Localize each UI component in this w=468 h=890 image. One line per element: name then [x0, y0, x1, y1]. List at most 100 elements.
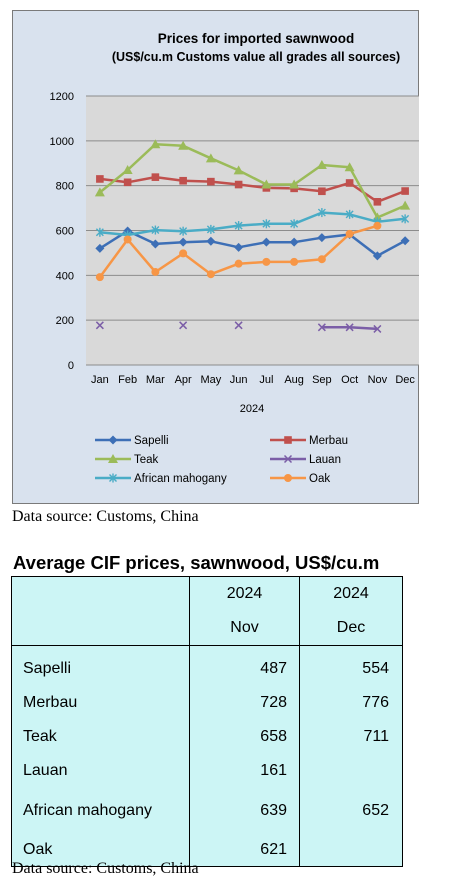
data-point-teak: [205, 153, 216, 163]
legend-label: Teak: [134, 454, 159, 466]
y-tick-label: 1200: [50, 91, 74, 103]
table-data-source: Data source: Customs, China: [12, 860, 199, 877]
data-point-teak: [150, 139, 161, 149]
x-tick-label: Sep: [312, 374, 332, 386]
data-point-merbau: [96, 175, 104, 183]
legend-item-merbau: Merbau: [270, 435, 348, 447]
x-tick-label: Oct: [341, 374, 358, 386]
value-dec: [299, 754, 403, 788]
data-point-oak: [262, 257, 271, 266]
data-point-lauan: [234, 321, 243, 330]
data-point-teak: [94, 187, 105, 197]
row-label: Merbau: [11, 686, 190, 720]
row-label: Teak: [11, 720, 190, 754]
header-month-nov: Nov: [189, 611, 300, 646]
x-tick-label: Aug: [284, 374, 304, 386]
value-dec: [299, 834, 403, 867]
data-point-oak: [373, 221, 382, 230]
data-point-african-mahogany: [234, 221, 243, 231]
value-nov: 658: [189, 720, 300, 754]
legend-label: Sapelli: [134, 435, 169, 447]
data-point-african-mahogany: [206, 224, 215, 234]
data-point-african-mahogany: [95, 227, 104, 237]
y-tick-label: 1000: [50, 136, 74, 148]
legend-marker: [108, 454, 118, 463]
series-line-sapelli: [99, 229, 406, 258]
series-line-teak: [99, 142, 406, 219]
y-tick-label: 800: [56, 181, 74, 193]
data-point-merbau: [234, 180, 243, 189]
table-row: Teak 658 711: [11, 720, 403, 754]
header-month-dec: Dec: [299, 611, 403, 646]
value-dec: 652: [299, 788, 403, 834]
table-row: Lauan 161: [11, 754, 403, 788]
x-tick-label: Jun: [230, 374, 248, 386]
legend-label: African mahogany: [134, 473, 227, 485]
data-point-oak: [234, 259, 243, 268]
chart-subtitle: (US$/cu.m Customs value all grades all s…: [112, 50, 400, 64]
legend-marker: [284, 436, 292, 444]
value-nov: 728: [189, 686, 300, 720]
table-row: Sapelli 487 554: [11, 645, 403, 686]
series-merbau: [96, 173, 409, 206]
header-year-dec: 2024: [299, 576, 403, 611]
table-row: Oak 621: [11, 834, 403, 867]
data-point-sapelli: [206, 236, 216, 246]
data-point-lauan: [95, 321, 104, 330]
data-point-sapelli: [234, 242, 244, 252]
data-point-sapelli: [289, 237, 299, 247]
data-point-sapelli: [317, 233, 327, 243]
data-point-sapelli: [372, 251, 382, 261]
data-point-african-mahogany: [151, 225, 160, 235]
data-point-merbau: [179, 176, 187, 185]
value-dec: 776: [299, 686, 403, 720]
data-point-merbau: [207, 177, 215, 186]
value-nov: 639: [189, 788, 300, 834]
data-point-lauan: [179, 321, 188, 330]
data-point-lauan: [345, 323, 354, 332]
x-tick-label: Apr: [175, 374, 192, 386]
chart-data-source: Data source: Customs, China: [12, 508, 199, 525]
legend-item-sapelli: Sapelli: [95, 435, 169, 447]
row-label: Oak: [11, 834, 190, 867]
data-point-lauan: [373, 324, 382, 333]
value-dec: 554: [299, 645, 403, 686]
series-line-african-mahogany: [99, 211, 406, 237]
data-point-sapelli: [261, 237, 271, 247]
data-point-african-mahogany: [290, 219, 299, 229]
x-tick-label: Jul: [259, 374, 273, 386]
table-row: Merbau 728 776: [11, 686, 403, 720]
data-point-teak: [178, 140, 189, 150]
table-row: African mahogany 639 652: [11, 788, 403, 834]
row-label: African mahogany: [11, 788, 190, 834]
x-tick-label: Dec: [395, 374, 415, 386]
legend-marker: [108, 435, 118, 445]
data-point-sapelli: [95, 243, 105, 253]
value-nov: 487: [189, 645, 300, 686]
value-nov: 621: [189, 834, 300, 867]
data-point-african-mahogany: [345, 209, 354, 219]
data-point-african-mahogany: [179, 226, 188, 236]
x-axis-label: 2024: [240, 403, 264, 415]
data-point-african-mahogany: [401, 214, 410, 224]
data-point-oak: [95, 273, 104, 282]
legend-label: Oak: [309, 473, 330, 485]
legend-label: Lauan: [309, 454, 341, 466]
data-point-teak: [233, 165, 244, 175]
data-point-teak: [344, 162, 355, 172]
x-tick-label: Jan: [91, 374, 109, 386]
y-tick-label: 400: [56, 270, 74, 282]
x-tick-label: May: [200, 374, 221, 386]
value-dec: 711: [299, 720, 403, 754]
data-point-merbau: [123, 178, 132, 187]
cif-price-table: 2024 2024 Nov Dec Sapelli 487 554 Merbau 728…: [11, 576, 403, 867]
data-point-teak: [400, 200, 411, 210]
header-year-nov: 2024: [189, 576, 300, 611]
legend-item-oak: Oak: [270, 473, 330, 485]
data-point-merbau: [318, 187, 326, 196]
data-point-merbau: [401, 187, 409, 195]
legend-label: Merbau: [309, 435, 348, 447]
data-point-lauan: [317, 323, 326, 332]
data-point-sapelli: [400, 236, 410, 246]
y-tick-label: 200: [56, 315, 74, 327]
